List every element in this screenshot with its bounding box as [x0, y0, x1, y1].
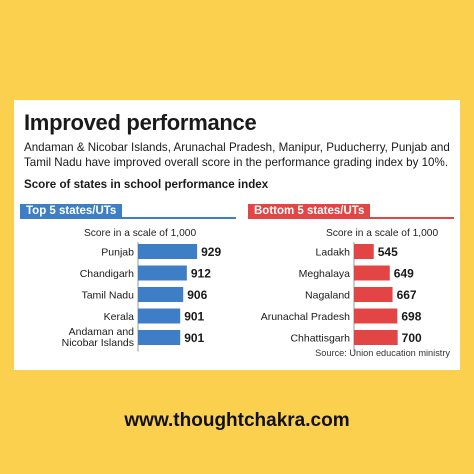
top-category-label: Tamil Nadu — [81, 290, 134, 302]
bottom-bar — [354, 287, 393, 302]
infographic-subtitle: Andaman & Nicobar Islands, Arunachal Pra… — [24, 141, 450, 169]
bottom-value-label: 649 — [394, 267, 414, 281]
top-bar — [138, 265, 187, 281]
top-value-label: 901 — [184, 310, 204, 324]
top-value-label: 929 — [201, 245, 221, 259]
bar-charts: Punjab 929 Chandigarh 912 Tamil Nadu 906 Keral… — [62, 242, 422, 352]
bottom-category-label: Meghalaya — [299, 268, 351, 280]
top-value-label: 901 — [184, 331, 204, 345]
footer-url[interactable]: www.thoughtchakra.com — [124, 410, 350, 431]
bottom-value-label: 698 — [401, 310, 421, 324]
bottom-value-label: 700 — [402, 331, 422, 345]
infographic-card: Improved performance Andaman & Nicobar I… — [14, 100, 460, 370]
top-category-label: Chandigarh — [80, 268, 134, 280]
top-bar — [138, 308, 181, 324]
bottom-panel-scale-note: Score in a scale of 1,000 — [326, 228, 439, 239]
top-category-label: Andaman and — [69, 326, 135, 338]
bottom-category-label: Arunachal Pradesh — [261, 311, 350, 323]
bottom-value-label: 667 — [397, 288, 417, 302]
top-value-label: 906 — [187, 288, 207, 302]
bottom-bar — [354, 265, 390, 281]
top-bar — [138, 244, 198, 259]
top-bar — [138, 287, 184, 302]
bottom-bar — [354, 244, 374, 259]
top-bar — [138, 330, 181, 345]
top-category-label: Kerala — [104, 311, 135, 323]
bottom-bar — [354, 308, 398, 324]
bottom-value-label: 545 — [378, 245, 398, 259]
bottom-category-label: Nagaland — [305, 290, 350, 302]
bottom-panel-divider — [248, 217, 454, 219]
bottom-panel-title: Bottom 5 states/UTs — [248, 204, 371, 218]
bottom-category-label: Chhattisgarh — [290, 333, 350, 345]
top-panel-scale-note: Score in a scale of 1,000 — [84, 228, 197, 239]
top-value-label: 912 — [191, 267, 211, 281]
top-category-label: Nicobar Islands — [62, 337, 134, 349]
source-note: Source: Union education ministry — [315, 348, 450, 358]
top-category-label: Punjab — [101, 247, 134, 259]
bottom-bar — [354, 330, 398, 345]
top-panel-divider — [20, 217, 236, 219]
top-panel-title: Top 5 states/UTs — [20, 204, 123, 218]
bottom-category-label: Ladakh — [316, 247, 351, 259]
chart-heading: Score of states in school performance in… — [24, 178, 269, 191]
infographic-title: Improved performance — [24, 110, 257, 135]
